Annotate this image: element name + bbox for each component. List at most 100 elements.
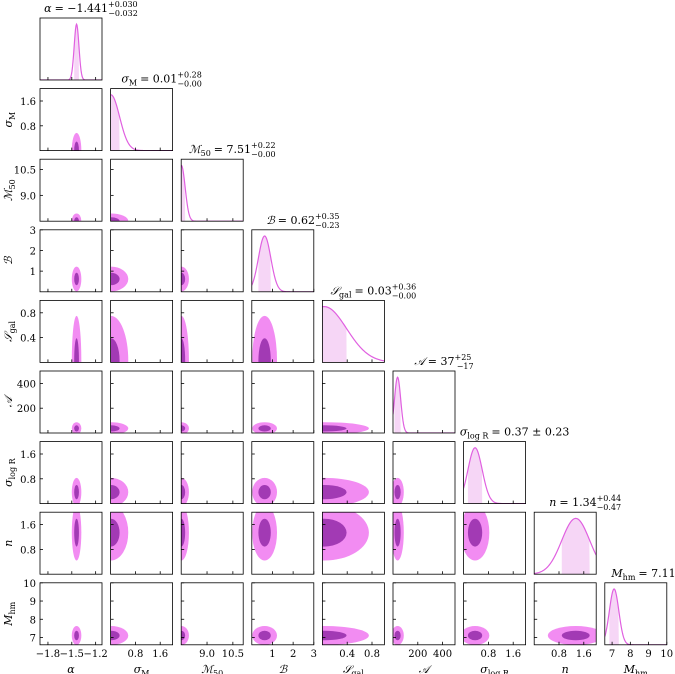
title-label-sub: hm bbox=[623, 573, 636, 582]
title-value: = 7.11 bbox=[638, 567, 675, 580]
title-sup: +0.28 bbox=[177, 71, 202, 80]
x-tick-label: 10 bbox=[660, 649, 673, 660]
panel bbox=[252, 477, 278, 504]
panel bbox=[322, 626, 369, 645]
panel bbox=[110, 512, 129, 561]
credible-band bbox=[322, 306, 347, 363]
label-sub: log R bbox=[488, 669, 510, 674]
label-main: n bbox=[2, 540, 15, 547]
panel-frame bbox=[39, 299, 103, 363]
y-tick-label: 0.4 bbox=[20, 334, 36, 345]
panel bbox=[181, 477, 189, 504]
panel-frame bbox=[110, 229, 173, 293]
contour-inner bbox=[467, 630, 483, 641]
label-main: 𝒜 bbox=[2, 393, 15, 407]
title-sup: +25 bbox=[455, 353, 472, 362]
panel-frame bbox=[321, 441, 385, 505]
panel-frame bbox=[180, 582, 244, 646]
x-tick-label: 1.6 bbox=[505, 649, 521, 660]
panel bbox=[252, 512, 278, 561]
x-tick-label: 3 bbox=[311, 649, 317, 660]
title-value: = 1.34 bbox=[559, 496, 596, 509]
x-tick-label: 9.0 bbox=[199, 649, 215, 660]
contour-inner bbox=[322, 425, 347, 432]
panel bbox=[252, 315, 278, 363]
panel-frame bbox=[533, 582, 597, 646]
contour-inner bbox=[74, 630, 79, 641]
panel-frame bbox=[110, 299, 173, 363]
title-value: = −1.441 bbox=[55, 2, 108, 15]
panel-frame bbox=[39, 370, 103, 434]
panel-frame bbox=[251, 229, 315, 293]
y-axis-label: n bbox=[2, 540, 15, 547]
label-main: 𝒜 bbox=[419, 663, 433, 674]
x-tick-label: 8 bbox=[627, 649, 633, 660]
panel bbox=[322, 512, 369, 561]
panel-frame bbox=[321, 582, 385, 646]
panel-frame bbox=[180, 370, 244, 434]
panel bbox=[71, 315, 82, 363]
contour-inner bbox=[110, 272, 120, 286]
panel-frame bbox=[251, 582, 315, 646]
contour-inner bbox=[110, 338, 120, 363]
x-tick-label: 200 bbox=[408, 649, 427, 660]
x-tick-label: 10.5 bbox=[222, 649, 244, 660]
panel bbox=[181, 164, 244, 222]
panel-frame bbox=[39, 441, 103, 505]
panel bbox=[110, 422, 129, 433]
x-tick-label: 1.6 bbox=[152, 649, 168, 660]
title-label: 𝒜 bbox=[414, 355, 428, 368]
contour-inner bbox=[74, 141, 79, 151]
y-tick-label: 9 bbox=[30, 597, 36, 608]
panel-frame bbox=[321, 511, 385, 575]
panel-title: σlog R = 0.37 ± 0.23 bbox=[460, 426, 570, 441]
panel-frame bbox=[604, 582, 668, 646]
y-axis-label: ℬ bbox=[2, 255, 15, 265]
panel-frame bbox=[39, 229, 103, 293]
title-value: = 0.01 bbox=[140, 73, 177, 86]
panel-frame bbox=[39, 17, 103, 81]
title-label: ℳ bbox=[189, 143, 203, 156]
marginal-curve bbox=[393, 376, 455, 433]
panel bbox=[463, 447, 526, 504]
panel bbox=[110, 477, 129, 504]
title-label-sub: log R bbox=[467, 432, 489, 441]
contour-inner bbox=[74, 338, 79, 363]
y-tick-label: 9.0 bbox=[20, 191, 36, 202]
marginal-curve bbox=[534, 517, 597, 575]
label-main: M bbox=[623, 663, 636, 674]
panel-frame bbox=[321, 370, 385, 434]
x-tick-label: −1.8 bbox=[36, 649, 60, 660]
panel bbox=[40, 22, 102, 80]
x-tick-label: 1.6 bbox=[576, 649, 592, 660]
title-sub: −0.00 bbox=[251, 150, 276, 159]
contour-inner bbox=[322, 630, 347, 641]
credible-band bbox=[74, 24, 79, 80]
y-tick-label: 0.8 bbox=[20, 122, 36, 133]
panel bbox=[181, 266, 189, 292]
contour-inner bbox=[110, 485, 120, 500]
y-tick-label: 0.8 bbox=[20, 475, 36, 486]
panel-title: ℳ50 = 7.51+0.22 −0.00 bbox=[189, 141, 276, 159]
y-tick-label: 2 bbox=[30, 246, 36, 257]
y-tick-label: 1.6 bbox=[20, 97, 36, 108]
credible-band bbox=[467, 447, 483, 504]
title-label: M bbox=[610, 567, 623, 580]
panel bbox=[322, 306, 385, 363]
panel bbox=[322, 477, 369, 504]
marginal-curve bbox=[110, 94, 173, 151]
panel-title: n = 1.34+0.44 −0.47 bbox=[549, 494, 621, 512]
panel bbox=[251, 235, 314, 292]
panel bbox=[463, 512, 490, 561]
contour-inner bbox=[258, 485, 271, 500]
title-sup: +0.030 bbox=[108, 0, 138, 9]
y-tick-label: 3 bbox=[30, 226, 36, 237]
panel-frame bbox=[180, 299, 244, 363]
contour-inner bbox=[74, 485, 79, 500]
contour-inner bbox=[258, 630, 271, 641]
panel bbox=[181, 315, 189, 363]
y-tick-label: 8 bbox=[30, 615, 36, 626]
contour-inner bbox=[74, 272, 79, 286]
